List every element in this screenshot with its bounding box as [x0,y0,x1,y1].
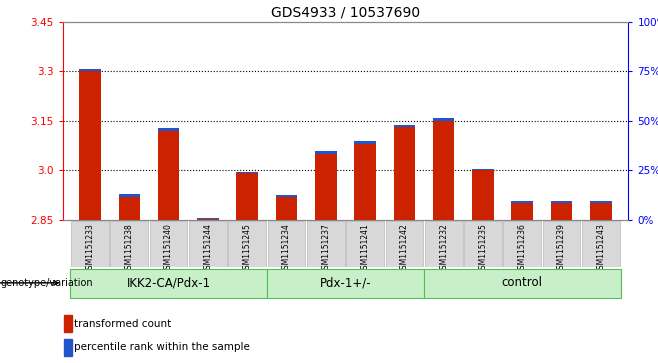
Text: GSM1151232: GSM1151232 [439,223,448,274]
Bar [197,219,218,220]
Text: GSM1151241: GSM1151241 [361,223,370,274]
Bar [71,221,109,267]
Bar [393,125,415,127]
Bar [511,201,533,203]
Bar [236,174,258,220]
Bar [511,203,533,220]
Bar [393,127,415,220]
Bar [590,201,612,203]
Bar [433,121,455,220]
Bar [386,221,423,267]
Text: GSM1151238: GSM1151238 [125,223,134,274]
Bar [582,221,620,267]
Bar [503,221,541,267]
Text: GSM1151233: GSM1151233 [86,223,95,274]
Bar [354,144,376,220]
Bar [543,221,580,267]
Text: GSM1151235: GSM1151235 [478,223,488,274]
Bar [425,221,463,267]
Bar [551,201,572,203]
Title: GDS4933 / 10537690: GDS4933 / 10537690 [271,5,420,19]
Text: GSM1151234: GSM1151234 [282,223,291,274]
Bar [236,172,258,174]
Text: percentile rank within the sample: percentile rank within the sample [74,342,250,352]
Text: GSM1151245: GSM1151245 [243,223,252,274]
Bar [158,131,180,220]
Bar [158,128,180,131]
Bar [70,269,267,298]
Bar [472,168,494,170]
Bar [79,69,101,71]
Text: GSM1151243: GSM1151243 [596,223,605,274]
Bar [551,203,572,220]
Bar [315,151,337,154]
Text: GSM1151239: GSM1151239 [557,223,566,274]
Bar [79,71,101,220]
Bar [150,221,188,267]
Bar [276,195,297,196]
Text: GSM1151236: GSM1151236 [518,223,527,274]
Bar [267,269,424,298]
Text: IKK2-CA/Pdx-1: IKK2-CA/Pdx-1 [126,276,211,289]
Bar [433,118,455,121]
Bar [307,221,345,267]
Text: transformed count: transformed count [74,318,172,329]
Bar [118,194,140,196]
Bar [228,221,266,267]
Text: GSM1151242: GSM1151242 [400,223,409,274]
Bar [276,196,297,220]
Bar [268,221,305,267]
Text: GSM1151237: GSM1151237 [321,223,330,274]
Bar [590,203,612,220]
Text: control: control [502,276,543,289]
Bar [472,170,494,220]
Bar [464,221,502,267]
Bar [424,269,620,298]
Text: GSM1151240: GSM1151240 [164,223,173,274]
Bar [346,221,384,267]
Bar [118,196,140,220]
Text: GSM1151244: GSM1151244 [203,223,213,274]
Bar [111,221,148,267]
Bar [354,142,376,144]
Text: genotype/variation: genotype/variation [1,278,93,288]
Bar [197,218,218,219]
Text: Pdx-1+/-: Pdx-1+/- [320,276,371,289]
Bar [315,154,337,220]
Bar [64,339,72,356]
Bar [189,221,227,267]
Bar [64,315,72,332]
